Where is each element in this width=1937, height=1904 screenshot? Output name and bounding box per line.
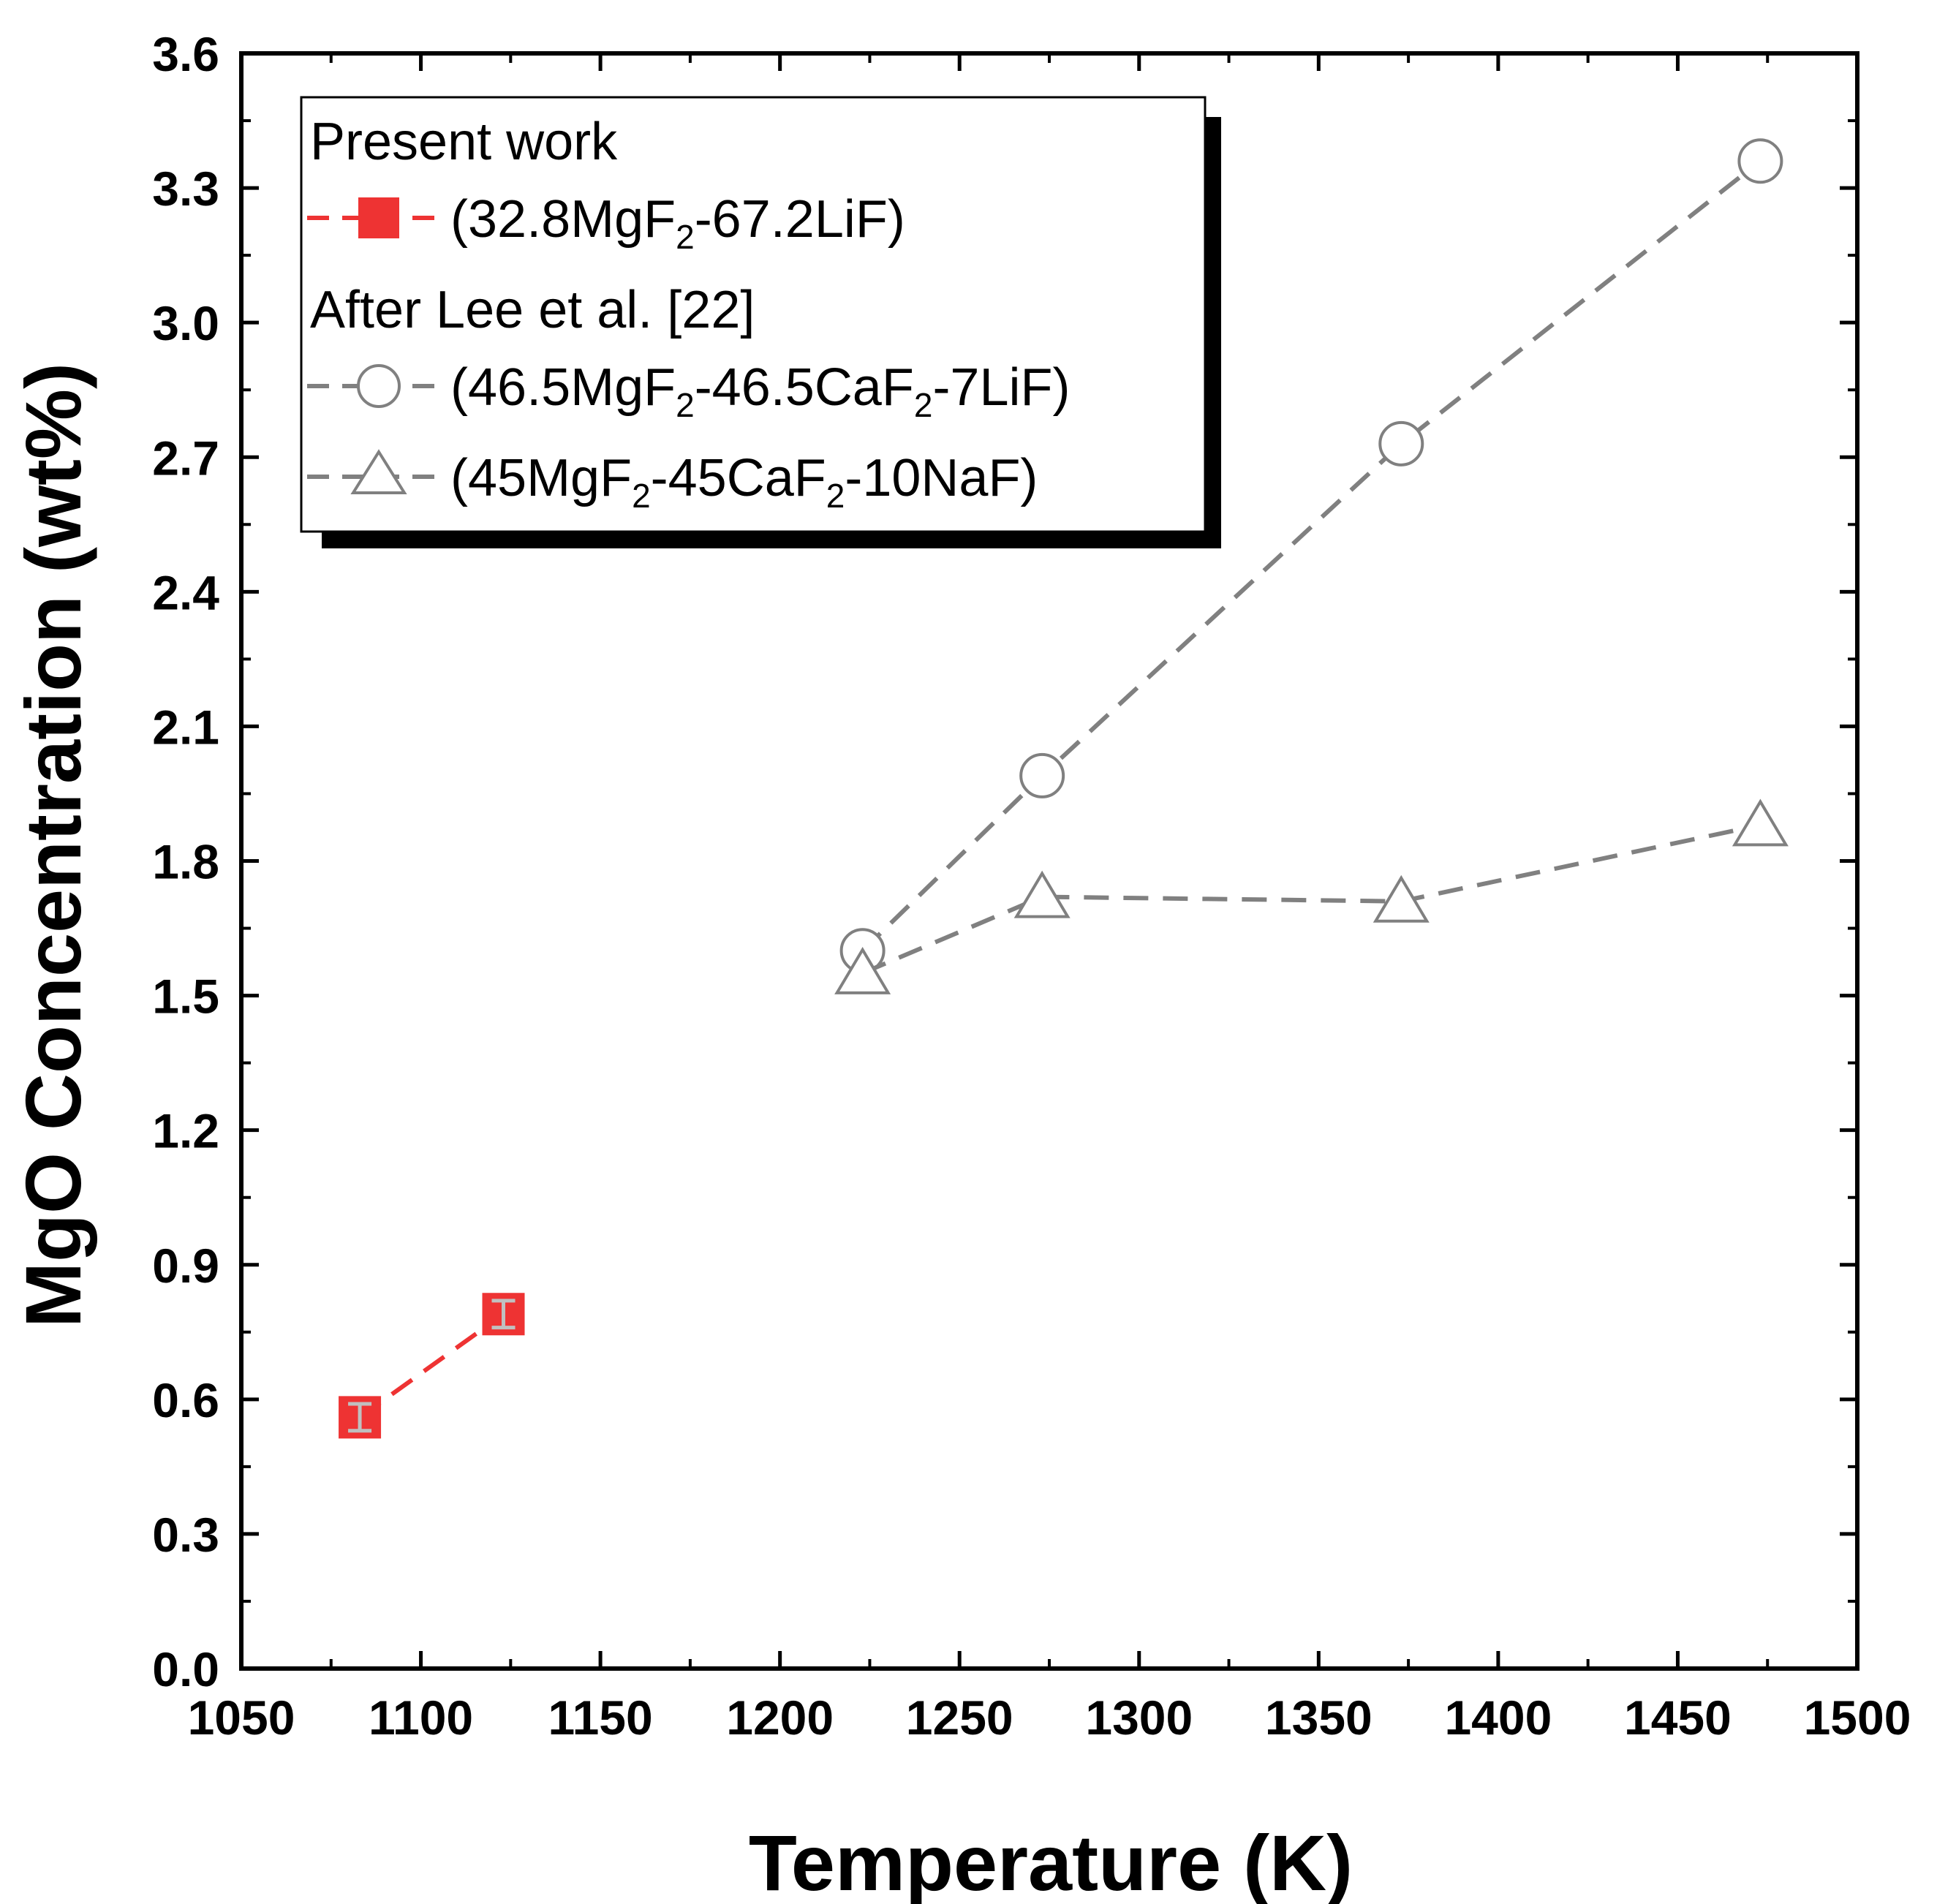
legend-marker-circle	[357, 364, 401, 408]
x-tick-label: 1250	[906, 1690, 1013, 1745]
y-tick-label: 1.2	[152, 1104, 219, 1158]
y-tick-label: 1.5	[152, 970, 219, 1024]
x-tick-label: 1200	[726, 1690, 834, 1745]
y-tick-label: 0.6	[152, 1373, 219, 1427]
x-axis-ticks: 1050 1100 1150 1200 1250 1300 1350 1400 1450 1500	[188, 53, 1911, 1745]
y-tick-label: 3.6	[152, 27, 219, 81]
series-3	[834, 798, 1789, 994]
series-line	[861, 159, 1762, 953]
series-line	[861, 823, 1762, 975]
legend: Present work (32.8MgF2-67.2LiF) After Le…	[300, 96, 1221, 548]
data-point-triangle	[1732, 798, 1789, 847]
x-tick-label: 1100	[369, 1690, 473, 1745]
series-2	[839, 138, 1783, 974]
series-1	[339, 1293, 525, 1439]
legend-group-present-work: Present work	[310, 113, 618, 171]
y-tick-label: 0.0	[152, 1642, 219, 1696]
legend-entry-lif: (32.8MgF2-67.2LiF)	[307, 190, 905, 256]
x-tick-label: 1150	[548, 1690, 653, 1745]
data-point-circle	[1019, 752, 1065, 798]
x-axis-title: Temperature (K)	[749, 1818, 1353, 1904]
legend-group-lee: After Lee et al. [22]	[310, 281, 755, 339]
y-tick-label: 3.0	[152, 296, 219, 350]
data-point-circle	[1378, 420, 1424, 466]
x-tick-label: 1350	[1265, 1690, 1372, 1745]
y-tick-label: 0.3	[152, 1508, 219, 1562]
y-tick-label: 2.7	[152, 431, 219, 485]
legend-marker-triangle	[350, 449, 407, 494]
data-point-triangle	[834, 946, 891, 994]
legend-entry-caf2-naf: (45MgF2-45CaF2-10NaF)	[307, 449, 1038, 515]
y-tick-label: 2.4	[152, 565, 219, 619]
data-point-triangle	[1372, 874, 1430, 923]
legend-label-caf2-naf: (45MgF2-45CaF2-10NaF)	[450, 449, 1038, 515]
series-layer	[339, 138, 1789, 1439]
data-point-triangle	[1013, 870, 1071, 918]
data-point-circle	[1737, 138, 1783, 184]
legend-box	[300, 96, 1207, 533]
x-tick-label: 1400	[1444, 1690, 1552, 1745]
y-tick-label: 2.1	[152, 700, 219, 754]
legend-label-caf2-lif: (46.5MgF2-46.5CaF2-7LiF)	[450, 358, 1070, 424]
legend-label-lif: (32.8MgF2-67.2LiF)	[450, 190, 905, 256]
y-tick-label: 0.9	[152, 1239, 219, 1293]
x-tick-label: 1050	[188, 1690, 295, 1745]
legend-marker-square	[358, 197, 399, 238]
x-tick-label: 1500	[1804, 1690, 1911, 1745]
y-tick-label: 1.8	[152, 835, 219, 889]
x-tick-label: 1450	[1624, 1690, 1732, 1745]
y-tick-label: 3.3	[152, 162, 219, 216]
y-axis-ticks: 0.0 0.3 0.6 0.9 1.2 1.5 1.8 2.1 2.4 2.7 3.0 3.3 3.6	[152, 27, 1857, 1696]
series-line	[358, 1312, 505, 1419]
y-axis-title: MgO Concentration (wt%)	[9, 363, 97, 1328]
x-tick-label: 1300	[1085, 1690, 1193, 1745]
legend-entry-caf2-lif: (46.5MgF2-46.5CaF2-7LiF)	[307, 358, 1070, 424]
